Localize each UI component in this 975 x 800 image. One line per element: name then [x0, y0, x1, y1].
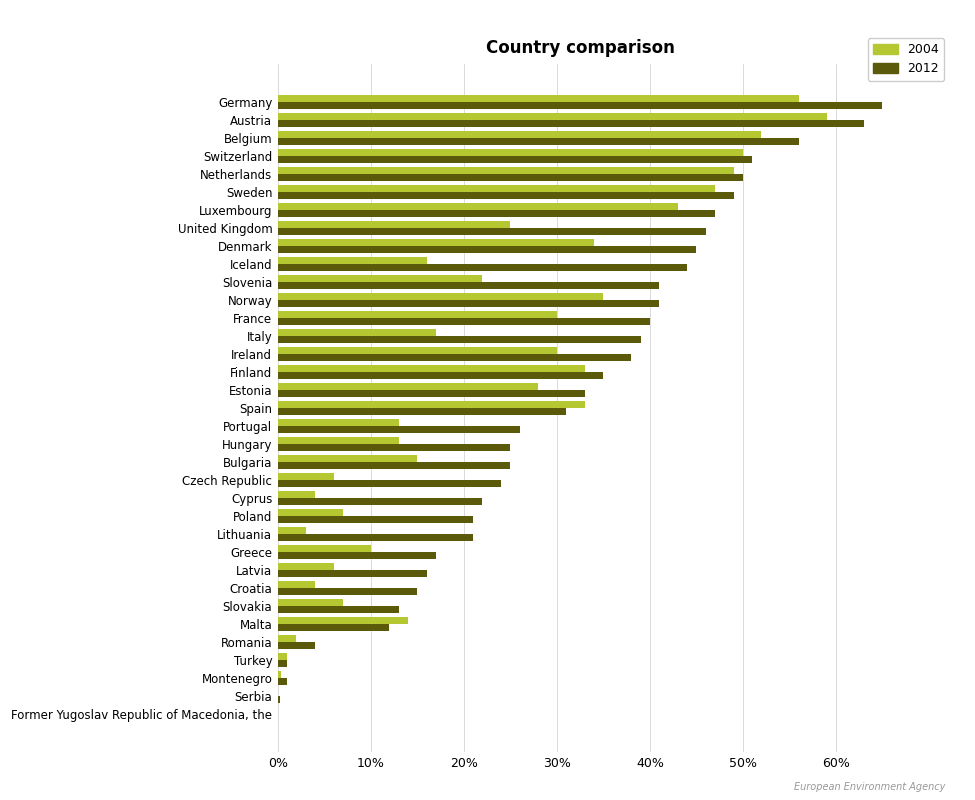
Bar — [278, 617, 409, 624]
Bar — [278, 239, 594, 246]
Bar — [278, 527, 306, 534]
Bar — [278, 282, 659, 289]
Bar — [278, 678, 288, 685]
Bar — [278, 408, 566, 415]
Bar — [278, 329, 436, 336]
Bar — [278, 300, 659, 307]
Bar — [278, 552, 436, 558]
Bar — [278, 228, 706, 235]
Bar — [278, 156, 752, 163]
Title: Country comparison: Country comparison — [486, 39, 675, 57]
Bar — [278, 203, 678, 210]
Bar — [278, 516, 473, 522]
Bar — [278, 222, 510, 228]
Bar — [278, 150, 743, 156]
Bar — [278, 545, 370, 552]
Bar — [278, 390, 585, 397]
Bar — [278, 606, 399, 613]
Bar — [278, 174, 743, 181]
Bar — [278, 642, 315, 649]
Bar — [278, 509, 343, 516]
Bar — [278, 588, 417, 594]
Bar — [278, 294, 604, 300]
Bar — [278, 114, 827, 120]
Bar — [278, 599, 343, 606]
Bar — [278, 95, 799, 102]
Bar — [278, 462, 510, 469]
Bar — [278, 275, 483, 282]
Bar — [278, 581, 315, 588]
Bar — [278, 138, 799, 145]
Bar — [278, 186, 715, 192]
Bar — [278, 401, 585, 408]
Bar — [278, 246, 696, 253]
Bar — [278, 653, 288, 660]
Bar — [278, 570, 427, 577]
Bar — [278, 210, 715, 217]
Bar — [278, 372, 604, 379]
Bar — [278, 264, 687, 271]
Bar — [278, 192, 733, 199]
Bar — [278, 635, 296, 642]
Bar — [278, 311, 557, 318]
Bar — [278, 491, 315, 498]
Bar — [278, 419, 399, 426]
Bar — [278, 563, 333, 570]
Bar — [278, 131, 761, 138]
Bar — [278, 534, 473, 541]
Legend: 2004, 2012: 2004, 2012 — [868, 38, 945, 81]
Bar — [278, 318, 650, 325]
Bar — [278, 437, 399, 444]
Bar — [278, 354, 631, 361]
Bar — [278, 426, 520, 433]
Bar — [278, 258, 427, 264]
Text: European Environment Agency: European Environment Agency — [795, 782, 946, 792]
Bar — [278, 455, 417, 462]
Bar — [278, 660, 288, 666]
Bar — [278, 473, 333, 480]
Bar — [278, 498, 483, 505]
Bar — [278, 347, 557, 354]
Bar — [278, 480, 501, 487]
Bar — [278, 671, 281, 678]
Bar — [278, 365, 585, 372]
Bar — [278, 624, 389, 630]
Bar — [278, 383, 538, 390]
Bar — [278, 167, 733, 174]
Bar — [278, 120, 864, 127]
Bar — [278, 696, 280, 702]
Bar — [278, 444, 510, 451]
Bar — [278, 102, 901, 109]
Bar — [278, 336, 641, 343]
